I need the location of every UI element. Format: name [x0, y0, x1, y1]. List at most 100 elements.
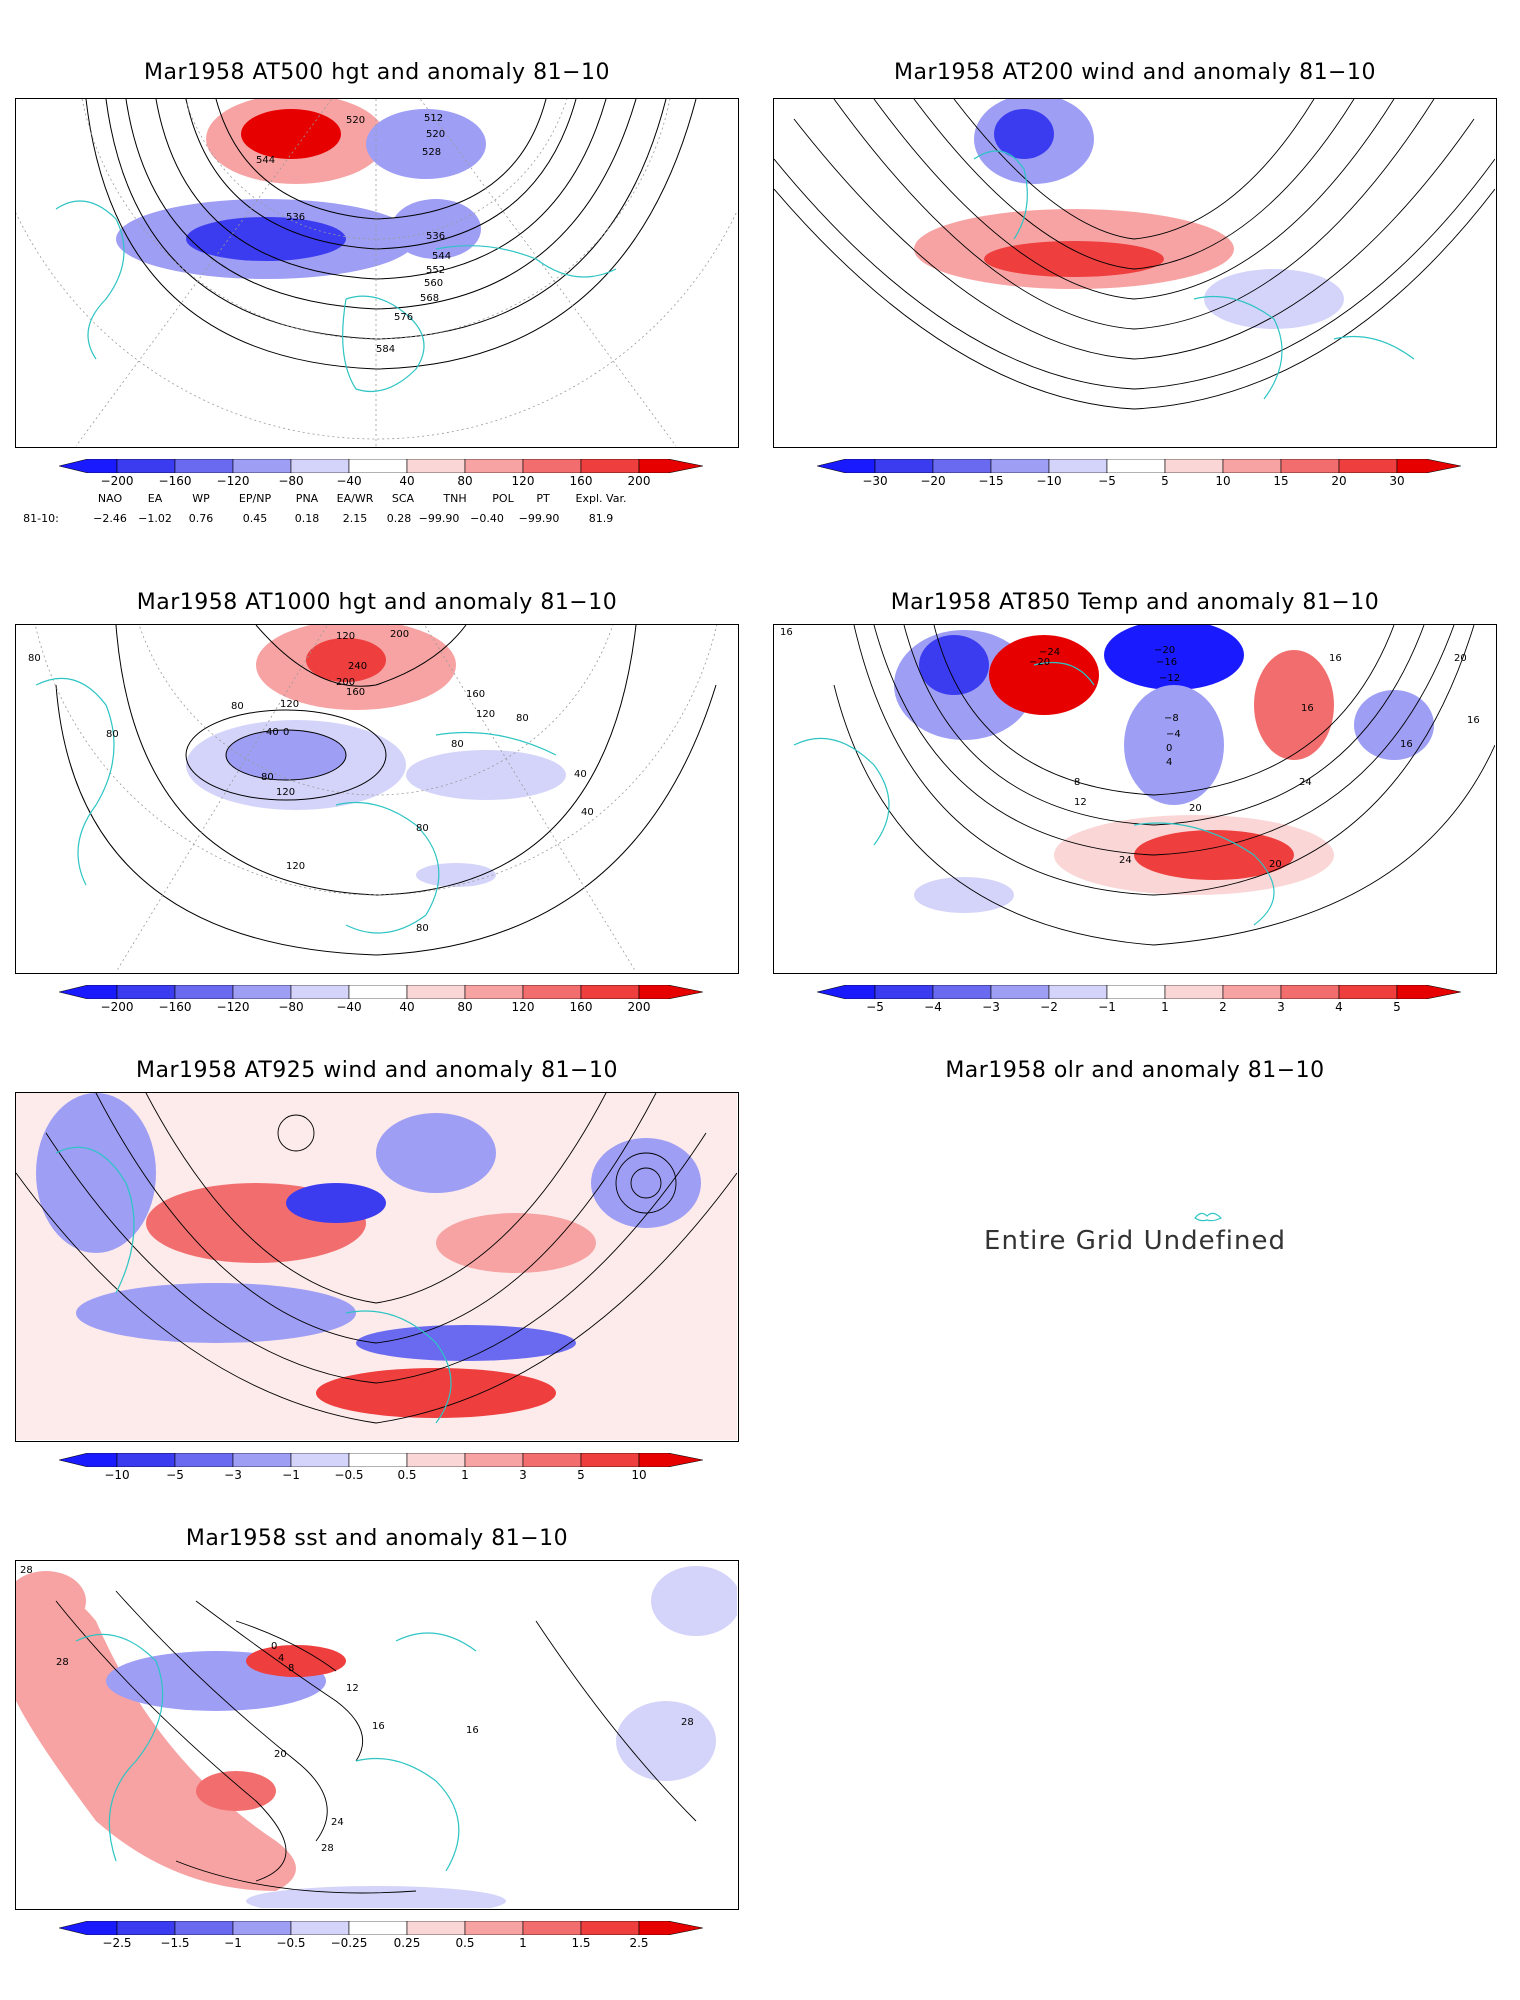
colorbar-segment	[464, 1920, 524, 1936]
colorbar-tick: 120	[511, 474, 535, 488]
contour-label: 16	[1467, 715, 1480, 726]
colorbar-tick: −1	[282, 1468, 300, 1482]
colorbar-tick: 200	[627, 1000, 651, 1014]
colorbar-segment	[116, 458, 176, 474]
contour-label: 20	[1189, 803, 1202, 814]
colorbar-at925: −10 −5 −3 −1 −0.5 0.5 1 3 5 10	[58, 1452, 704, 1482]
colorbar-segment	[406, 458, 466, 474]
map-frame: 28 28 0 4 8 12 16 20 24 28 28 16	[15, 1560, 739, 1910]
colorbar-segment	[638, 1452, 704, 1468]
colorbar-segment	[116, 1920, 176, 1936]
lat-lon-grid	[16, 99, 737, 446]
map-at200	[774, 99, 1495, 410]
colorbar-segment	[406, 1452, 466, 1468]
contour-label: 0	[283, 727, 289, 738]
colorbar-tick: −40	[336, 1000, 362, 1014]
contour-label: 16	[1400, 739, 1413, 750]
colorbar-tick: −20	[920, 474, 946, 488]
colorbar-tick: 5	[577, 1468, 585, 1482]
contour-label: 80	[516, 713, 529, 724]
coastlines	[75, 1632, 477, 1872]
colorbar-segment	[874, 984, 934, 1000]
colorbar-tick: −0.25	[330, 1936, 368, 1950]
contour-label: 120	[286, 861, 305, 872]
colorbar-sst: −2.5 −1.5 −1 −0.5 −0.25 0.25 0.5 1 1.5 2…	[58, 1920, 704, 1950]
streamlines	[774, 99, 1495, 410]
contour-label: 544	[432, 251, 451, 262]
map-at500: 520 512 520 528 544 536 536 544 552 560 …	[16, 99, 737, 446]
colorbar-segment	[290, 1920, 350, 1936]
panel-at1000: Mar1958 AT1000 hgt and anomaly 81−10	[15, 590, 739, 1020]
index-value: −2.46	[93, 512, 127, 525]
colorbar-tick: −80	[278, 474, 304, 488]
contour-label: −24	[1039, 647, 1060, 658]
colorbar-tick: −80	[278, 1000, 304, 1014]
contour-label: −20	[1154, 645, 1175, 656]
colorbar-tick: −160	[158, 474, 192, 488]
map-at1000: 80 120 200 240 200 160 120 80 40 0 80 12…	[28, 625, 718, 972]
colorbar-segment	[522, 1920, 582, 1936]
colorbar-segment	[464, 458, 524, 474]
contour-label: 0	[271, 1641, 277, 1652]
panel-at850-temp: Mar1958 AT850 Temp and anomaly 81−10	[773, 590, 1497, 1020]
colorbar-segment	[874, 458, 934, 474]
colorbar-segment	[580, 1920, 640, 1936]
contour-label: 8	[1074, 777, 1080, 788]
panel-title: Mar1958 AT925 wind and anomaly 81−10	[136, 1058, 618, 1083]
contour-label: 20	[274, 1749, 287, 1760]
map-frame	[773, 98, 1497, 448]
colorbar-tick: 40	[399, 1000, 415, 1014]
map-frame: 520 512 520 528 544 536 536 544 552 560 …	[15, 98, 739, 448]
colorbar-tick: −3	[224, 1468, 242, 1482]
colorbar-tick: 1	[519, 1936, 527, 1950]
colorbar-segment	[638, 984, 704, 1000]
contour-label: 120	[280, 699, 299, 710]
colorbar-tick: −200	[100, 474, 134, 488]
colorbar-tick: −5	[866, 1000, 884, 1014]
colorbar-segment	[464, 984, 524, 1000]
colorbar-tick: 120	[511, 1000, 535, 1014]
colorbar-at1000: −200 −160 −120 −80 −40 40 80 120 160 200	[58, 984, 704, 1014]
colorbar-segment	[174, 1452, 234, 1468]
map-at925	[16, 1093, 737, 1440]
index-name: EA/WR	[336, 492, 374, 505]
panel-at925: Mar1958 AT925 wind and anomaly 81−10	[15, 1058, 739, 1488]
colorbar-segment	[174, 458, 234, 474]
contour-label: 528	[422, 147, 441, 158]
colorbar-segment	[58, 1920, 118, 1936]
contour-label: 80	[231, 701, 244, 712]
contour-label: 512	[424, 113, 443, 124]
temp-contours	[833, 625, 1495, 946]
colorbar-tick: −3	[982, 1000, 1000, 1014]
colorbar-segment	[406, 984, 466, 1000]
contour-label: −20	[1029, 657, 1050, 668]
colorbar-segment	[580, 984, 640, 1000]
colorbar-tick: −10	[104, 1468, 130, 1482]
index-value: 0.28	[386, 512, 412, 525]
colorbar-at850: −5 −4 −3 −2 −1 1 2 3 4 5	[816, 984, 1462, 1014]
colorbar-tick: −0.5	[334, 1468, 364, 1482]
colorbar-segment	[932, 458, 992, 474]
contour-label: 80	[261, 772, 274, 783]
contour-label: 552	[426, 265, 445, 276]
colorbar-tick: −1	[224, 1936, 242, 1950]
colorbar-tick: −2	[1040, 1000, 1058, 1014]
colorbar-segment	[348, 1452, 408, 1468]
colorbar-tick: 3	[1277, 1000, 1285, 1014]
contour-label: 40	[581, 807, 594, 818]
panel-title: Mar1958 sst and anomaly 81−10	[185, 1526, 569, 1551]
contour-label: 20	[1454, 653, 1467, 664]
colorbar-segment	[116, 984, 176, 1000]
colorbar-tick: 0.25	[393, 1936, 421, 1950]
colorbar-segment	[1106, 458, 1166, 474]
index-name: NAO	[97, 492, 123, 505]
sst-contours	[55, 1590, 697, 1894]
colorbar-segment	[348, 984, 408, 1000]
contour-label: 160	[466, 689, 485, 700]
colorbar-segment	[58, 458, 118, 474]
colorbar-tick: 5	[1393, 1000, 1401, 1014]
undefined-grid-message: Entire Grid Undefined	[984, 1226, 1286, 1256]
index-value: 0.45	[242, 512, 268, 525]
colorbar-segment	[58, 1452, 118, 1468]
colorbar-segment	[232, 984, 292, 1000]
